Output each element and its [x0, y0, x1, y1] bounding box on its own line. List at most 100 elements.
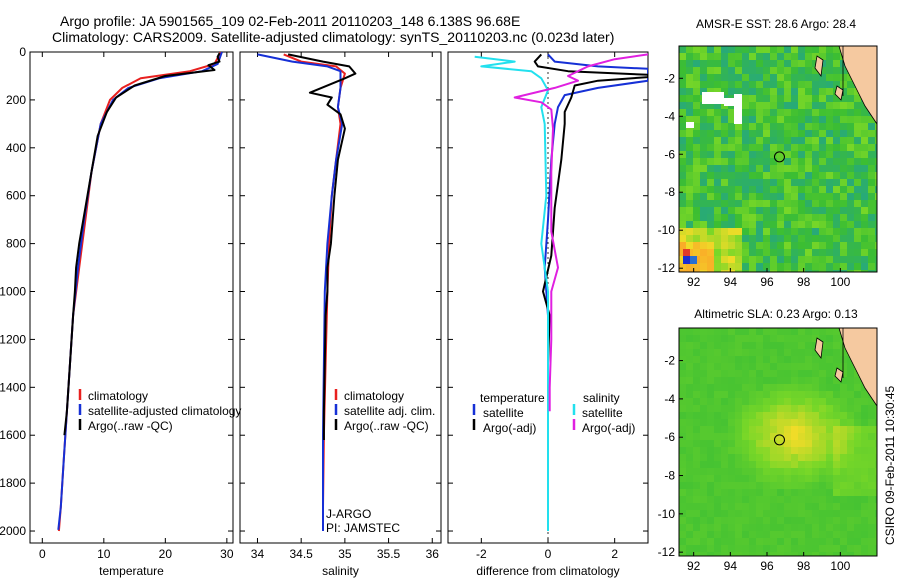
map-cell — [798, 235, 806, 243]
map-cell — [735, 503, 743, 511]
map-cell — [700, 270, 708, 272]
map-cell — [770, 74, 778, 82]
map-cell — [861, 235, 869, 243]
map-cell — [714, 335, 722, 343]
map-cell — [812, 496, 820, 504]
map-cell — [686, 186, 694, 194]
map-cell — [679, 405, 687, 413]
map-cell — [700, 235, 708, 243]
map-cell — [721, 349, 729, 357]
map-cell — [777, 95, 785, 103]
map-cell — [686, 363, 694, 371]
series-line-salinity-satellite — [474, 55, 549, 531]
map-cell — [805, 356, 813, 364]
map-cell — [700, 88, 708, 96]
map-cell — [798, 391, 806, 399]
map-cell — [749, 179, 757, 187]
map-cell — [861, 426, 869, 434]
map-cell — [784, 263, 792, 271]
map-cell — [777, 377, 785, 385]
map-x-tick-label: 98 — [797, 275, 811, 289]
map-cell — [763, 102, 771, 110]
map-cell — [840, 158, 848, 166]
map-cell — [840, 130, 848, 138]
map-cell — [742, 249, 750, 257]
map-cell — [686, 158, 694, 166]
map-cell — [770, 144, 778, 152]
map-cell — [819, 349, 827, 357]
map-cell — [735, 328, 743, 336]
map-cell — [763, 531, 771, 539]
map-cell — [819, 123, 827, 131]
map-cell — [742, 214, 750, 222]
map-cell — [721, 88, 729, 96]
map-cell — [693, 263, 701, 271]
map-cell — [812, 116, 820, 124]
map-cell — [707, 46, 715, 54]
map-cell — [798, 412, 806, 420]
map-cell — [784, 235, 792, 243]
map-cell — [847, 384, 855, 392]
map-cell — [756, 482, 764, 490]
map-cell — [847, 531, 855, 539]
map-cell — [763, 496, 771, 504]
map-cell — [840, 151, 848, 159]
map-cell — [756, 398, 764, 406]
map-y-tick-label: -10 — [658, 507, 676, 521]
map-cell — [861, 398, 869, 406]
map-cell — [679, 53, 687, 61]
map-cell — [784, 356, 792, 364]
map-cell — [791, 503, 799, 511]
map-cell — [840, 454, 848, 462]
map-cell — [819, 144, 827, 152]
map-cell — [847, 151, 855, 159]
map-cell — [833, 165, 841, 173]
x-tick-label: 36 — [426, 547, 440, 561]
map-y-tick-label: -4 — [664, 109, 675, 123]
map-cell — [728, 67, 736, 75]
map-cell — [770, 165, 778, 173]
map-cell — [770, 391, 778, 399]
map-cell — [812, 74, 820, 82]
map-cell — [798, 193, 806, 201]
map-cell — [784, 496, 792, 504]
map-cell — [826, 67, 834, 75]
map-cell — [714, 377, 722, 385]
map-cell — [847, 503, 855, 511]
map-cell — [679, 419, 687, 427]
map-cell — [728, 130, 736, 138]
map-cell — [721, 207, 729, 215]
map-cell — [693, 377, 701, 385]
map-cell — [686, 328, 694, 336]
map-cell — [763, 207, 771, 215]
map-cell — [819, 335, 827, 343]
land-island — [834, 85, 844, 101]
map-cell — [805, 524, 813, 532]
map-cell — [735, 398, 743, 406]
diff-legend-sal-satellite: satellite — [582, 406, 623, 420]
map-cell — [728, 328, 736, 336]
map-cell — [861, 489, 869, 497]
map-cell — [721, 454, 729, 462]
map-cell — [735, 545, 743, 553]
map-cell — [777, 109, 785, 117]
map-cell — [854, 214, 862, 222]
map-cell — [756, 419, 764, 427]
map-cell — [784, 67, 792, 75]
map-cell — [686, 370, 694, 378]
map-cell — [812, 46, 820, 54]
map-cell — [812, 391, 820, 399]
map-cell — [854, 186, 862, 194]
map-cell — [693, 186, 701, 194]
map-cell — [819, 67, 827, 75]
map-cell — [826, 88, 834, 96]
map-cell — [700, 242, 708, 250]
map-cell — [784, 256, 792, 264]
y-tick-label: 2000 — [0, 524, 26, 538]
map-cell — [826, 398, 834, 406]
map-cell — [721, 263, 729, 271]
map-cell — [770, 270, 778, 272]
map-cell — [784, 461, 792, 469]
map-cell — [833, 46, 841, 54]
